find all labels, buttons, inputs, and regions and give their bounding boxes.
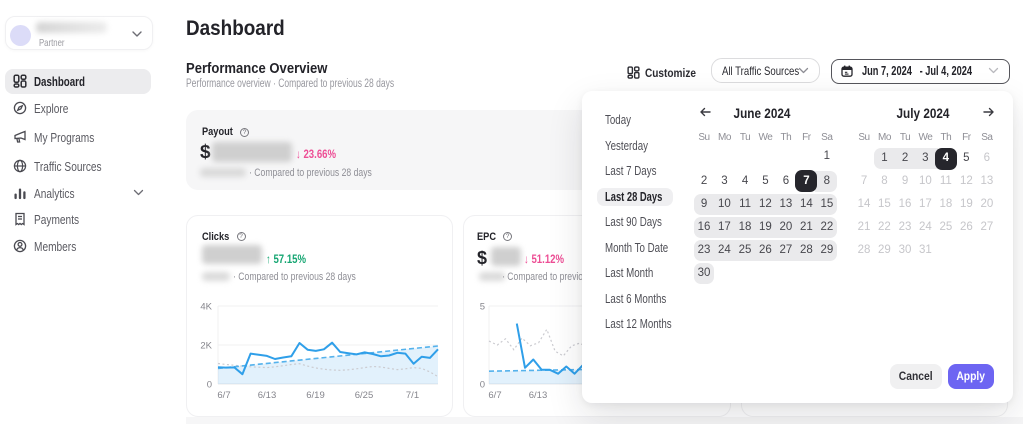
svg-text:0: 0 — [480, 380, 485, 391]
svg-text:6/19: 6/19 — [306, 390, 325, 401]
svg-text:2K: 2K — [200, 341, 212, 352]
svg-text:0: 0 — [207, 380, 212, 391]
svg-text:5: 5 — [480, 302, 485, 313]
svg-text:4K: 4K — [200, 302, 212, 313]
svg-text:6/25: 6/25 — [355, 390, 374, 401]
svg-text:6/7: 6/7 — [217, 390, 230, 401]
svg-text:7/1: 7/1 — [406, 390, 419, 401]
svg-text:6/13: 6/13 — [258, 390, 277, 401]
svg-text:6/13: 6/13 — [529, 390, 548, 401]
svg-text:6/7: 6/7 — [488, 390, 501, 401]
